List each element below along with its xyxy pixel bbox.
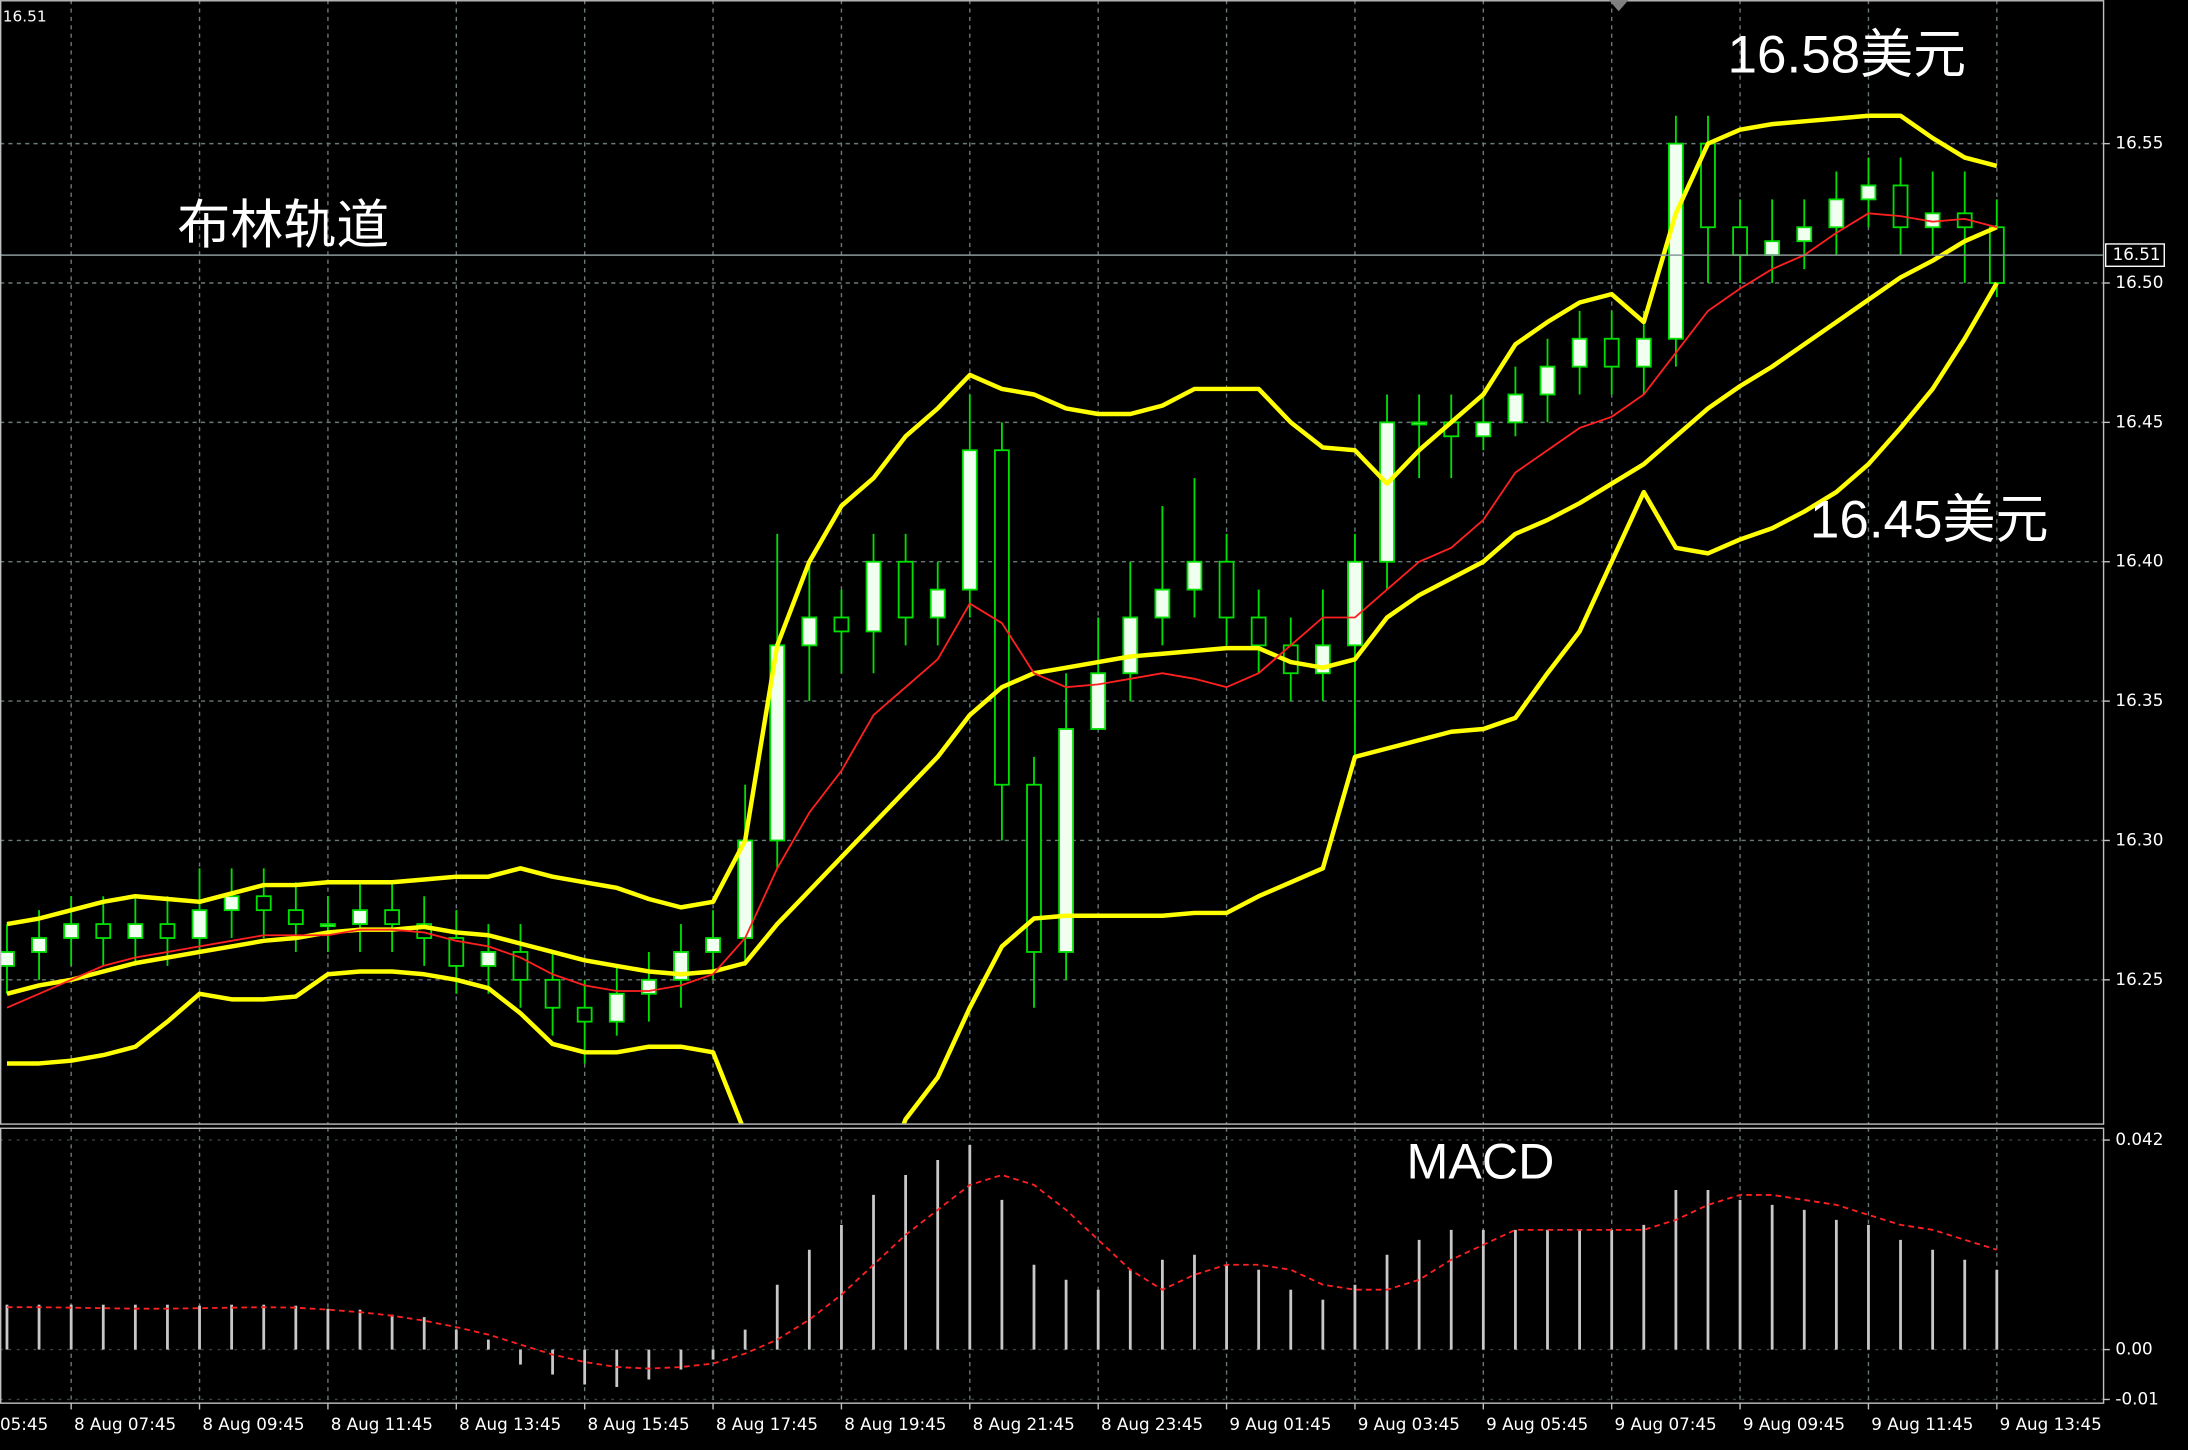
candle-body	[223, 895, 240, 912]
candle-body	[865, 560, 882, 633]
current-price-box	[2104, 243, 2165, 267]
candle-body	[1603, 337, 1620, 368]
candle-body	[1828, 198, 1845, 229]
x-tick-label: 8 Aug 17:45	[716, 1414, 818, 1434]
candle-body	[1411, 421, 1428, 426]
x-tick-label: 8 Aug 11:45	[331, 1414, 433, 1434]
x-tick-label: 9 Aug 13:45	[2000, 1414, 2102, 1434]
candle-body	[287, 909, 304, 926]
top-price: 16.51	[3, 7, 47, 25]
shift-marker	[1608, 0, 1629, 12]
candle-body	[705, 937, 721, 953]
candle-body	[1475, 421, 1492, 438]
x-tick-label: 9 Aug 01:45	[1229, 1414, 1331, 1434]
macd-panel	[5, 1145, 1999, 1388]
x-tick-label: 8 Aug 21:45	[973, 1414, 1075, 1434]
candle-body	[961, 449, 978, 591]
candle-body	[1507, 393, 1524, 424]
y-tick-label: 16.30	[2115, 829, 2163, 849]
candle-body	[1347, 560, 1363, 647]
x-tick-label: 8 Aug 07:45	[74, 1414, 176, 1434]
candle-body	[448, 937, 465, 967]
y-tick-label: 0.042	[2115, 1129, 2163, 1149]
candle-body	[1218, 560, 1235, 619]
x-tick-label: 8 Aug 19:45	[844, 1414, 946, 1434]
current-price-label: 16.51	[2113, 244, 2161, 264]
y-tick-label: 16.35	[2115, 690, 2163, 710]
candle-body	[544, 978, 561, 1009]
candle-body	[63, 923, 80, 939]
y-tick-label: 16.45	[2115, 411, 2163, 431]
candle-body	[801, 616, 818, 647]
candle-body	[1539, 365, 1556, 396]
candle-body	[1090, 672, 1107, 730]
candle-body	[1058, 728, 1074, 953]
candle-body	[833, 616, 850, 633]
x-tick-label: 05:45	[0, 1414, 48, 1434]
candle-body	[576, 1006, 593, 1023]
candle-body	[994, 449, 1010, 786]
annotation: 布林轨道	[177, 196, 389, 255]
candle-body	[1250, 616, 1267, 647]
x-tick-label: 9 Aug 07:45	[1614, 1414, 1716, 1434]
candle-body	[352, 909, 368, 926]
y-tick-label: 16.55	[2115, 133, 2163, 153]
x-tick-label: 9 Aug 05:45	[1486, 1414, 1588, 1434]
y-tick-label: 16.40	[2115, 551, 2163, 571]
x-tick-label: 8 Aug 15:45	[587, 1414, 689, 1434]
bollinger-middle	[6, 225, 1998, 996]
y-tick-label: -0.01	[2115, 1388, 2158, 1408]
moving-average	[6, 212, 1998, 1009]
candle-body	[1154, 588, 1171, 619]
candle-body	[1860, 184, 1877, 201]
bollinger-upper	[6, 113, 1998, 927]
bollinger-lower	[6, 281, 1999, 1124]
candle-body	[95, 923, 112, 939]
candle-body	[1571, 337, 1588, 368]
candle-body	[1764, 240, 1781, 257]
candle-body	[255, 895, 272, 912]
annotation: 16.45美元	[1810, 490, 2049, 549]
candle-body	[384, 909, 400, 926]
candle-body	[608, 992, 625, 1023]
candle-body	[191, 909, 208, 939]
candle-body	[1186, 560, 1203, 591]
macd-frame	[0, 1127, 2105, 1404]
candle-body	[320, 923, 336, 928]
candle-body	[1026, 783, 1042, 953]
candle-body	[480, 951, 497, 967]
x-tick-label: 8 Aug 09:45	[202, 1414, 304, 1434]
annotation: 16.58美元	[1728, 26, 1967, 85]
candle-body	[929, 588, 946, 619]
candle-body	[31, 937, 47, 953]
macd-title: MACD	[1407, 1134, 1555, 1190]
candle-body	[1732, 226, 1748, 257]
candle-body	[1668, 142, 1684, 340]
x-tick-label: 9 Aug 11:45	[1871, 1414, 1973, 1434]
candle-body	[159, 923, 176, 939]
y-tick-label: 16.25	[2115, 969, 2163, 989]
price-panel	[0, 113, 2103, 1124]
candle-body	[0, 951, 15, 967]
candle-body	[897, 560, 914, 619]
candle-body	[1122, 616, 1139, 675]
y-tick-label: 16.50	[2115, 272, 2163, 292]
candle-body	[1635, 337, 1652, 368]
candle-body	[1892, 184, 1909, 229]
x-tick-label: 8 Aug 23:45	[1101, 1414, 1203, 1434]
x-tick-label: 9 Aug 09:45	[1743, 1414, 1845, 1434]
candle-body	[1796, 226, 1813, 243]
labels: 16.51 布林轨道 16.58美元 16.45美元 MACD 16.25 16.…	[0, 7, 2163, 1433]
candle-body	[127, 923, 144, 939]
axes	[0, 0, 2165, 1410]
candle-body	[1379, 421, 1395, 563]
x-tick-label: 8 Aug 13:45	[459, 1414, 561, 1434]
price-frame	[0, 0, 2105, 1125]
y-tick-label: 0.00	[2115, 1339, 2152, 1359]
candle-body	[737, 839, 754, 939]
macd-signal	[6, 1174, 1998, 1370]
x-tick-label: 9 Aug 03:45	[1358, 1414, 1460, 1434]
